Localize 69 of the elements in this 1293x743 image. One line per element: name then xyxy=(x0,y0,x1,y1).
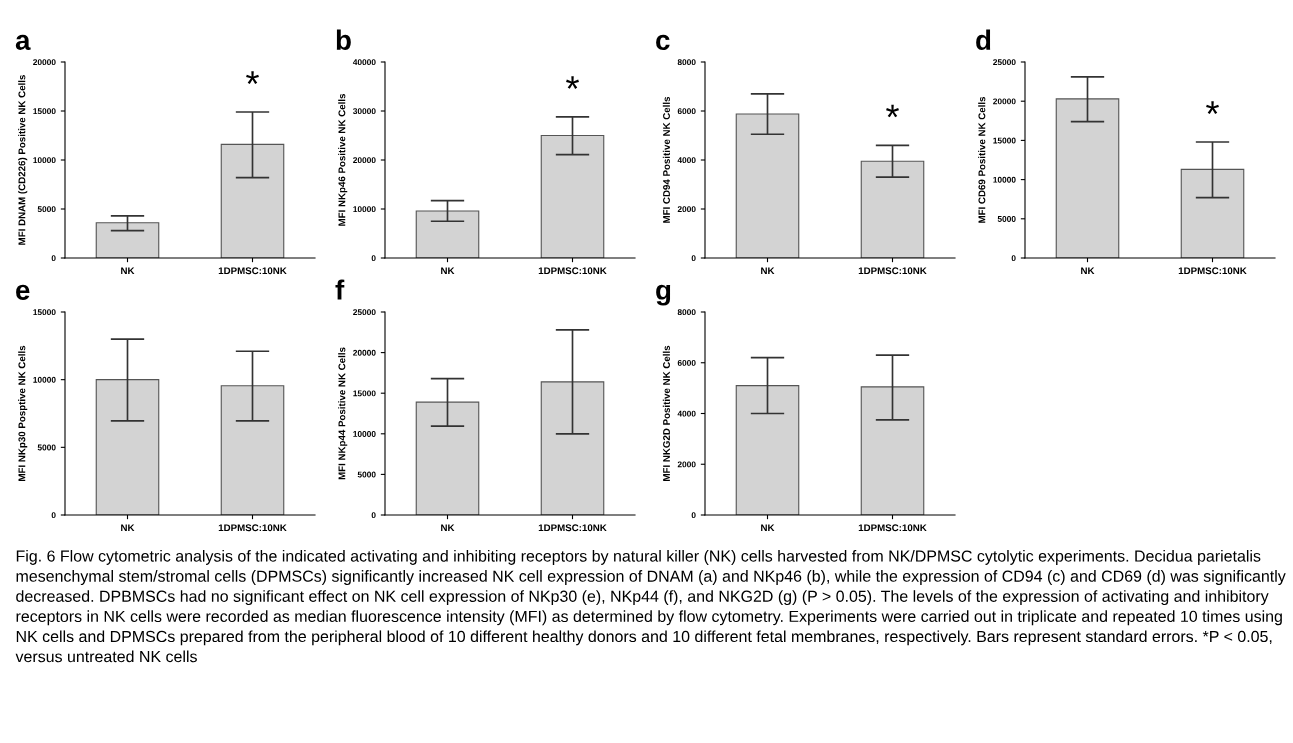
y-axis-title: MFI CD94 Positive NK Cells xyxy=(662,96,670,223)
y-tick-label: 8000 xyxy=(677,309,696,316)
annotation: * xyxy=(246,71,259,84)
chart-title: a xyxy=(15,34,31,51)
y-tick-label: 6000 xyxy=(677,359,696,366)
y-axis-title: MFI NKp46 Positive NK Cells xyxy=(338,93,348,226)
y-tick-label: 5000 xyxy=(357,471,376,478)
y-tick-label: 5000 xyxy=(37,206,56,213)
y-tick-label: 0 xyxy=(691,255,696,262)
x-tick-label: NK xyxy=(441,267,455,275)
chart-title: g xyxy=(656,284,671,306)
y-tick-label: 5000 xyxy=(997,216,1016,222)
y-tick-label: 4000 xyxy=(677,157,696,164)
y-axis-title: MFI CD69 Positive NK Cells xyxy=(978,96,986,223)
y-axis-title: MFI NKp30 Posptive NK Cells xyxy=(18,345,28,481)
chart-title: c xyxy=(656,34,670,51)
x-tick-label: 1DPMSC:10NK xyxy=(858,524,927,532)
y-tick-label: 6000 xyxy=(677,108,696,115)
y-tick-label: 25000 xyxy=(353,309,376,316)
y-tick-label: 10000 xyxy=(33,376,56,383)
y-tick-label: 10000 xyxy=(353,431,376,437)
chart-title: d xyxy=(976,29,991,51)
y-tick-label: 0 xyxy=(51,255,56,262)
y-tick-label: 40000 xyxy=(352,59,376,66)
x-tick-label: NK xyxy=(1081,267,1095,275)
y-tick-label: 2000 xyxy=(677,206,696,213)
y-tick-label: 2000 xyxy=(677,461,696,468)
y-tick-label: 20000 xyxy=(33,59,56,66)
y-tick-label: 0 xyxy=(371,255,376,262)
y-tick-label: 10000 xyxy=(993,176,1016,183)
x-tick-label: 1DPMSC:10NK xyxy=(538,524,607,532)
x-tick-label: NK xyxy=(761,267,775,275)
x-tick-label: 1DPMSC:10NK xyxy=(858,267,927,275)
annotation: * xyxy=(1206,101,1219,114)
y-tick-label: 25000 xyxy=(993,59,1016,66)
y-tick-label: 20000 xyxy=(993,98,1016,105)
chart-title: f xyxy=(335,279,345,300)
x-tick-label: NK xyxy=(761,524,775,532)
chart-title: b xyxy=(336,29,351,51)
y-tick-label: 15000 xyxy=(33,108,56,115)
y-tick-label: 0 xyxy=(691,512,696,519)
x-tick-label: NK xyxy=(121,524,135,532)
chart-title: e xyxy=(16,284,30,300)
y-tick-label: 5000 xyxy=(37,444,56,451)
annotation: * xyxy=(566,76,579,89)
y-tick-label: 0 xyxy=(371,512,376,519)
y-tick-label: 30000 xyxy=(352,108,376,115)
y-axis-title: MFI NKp44 Positive NK Cells xyxy=(338,347,348,480)
y-tick-label: 0 xyxy=(1011,255,1016,262)
y-tick-label: 8000 xyxy=(677,59,696,66)
y-tick-label: 15000 xyxy=(993,137,1016,144)
x-tick-label: NK xyxy=(441,524,455,532)
x-tick-label: 1DPMSC:10NK xyxy=(218,524,287,532)
y-tick-label: 15000 xyxy=(33,309,56,316)
x-tick-label: 1DPMSC:10NK xyxy=(218,267,287,275)
y-tick-label: 20000 xyxy=(353,157,376,164)
y-tick-label: 10000 xyxy=(33,157,56,164)
y-tick-label: 15000 xyxy=(353,390,376,397)
y-tick-label: 4000 xyxy=(677,410,696,417)
x-tick-label: 1DPMSC:10NK xyxy=(538,267,607,275)
y-tick-label: 20000 xyxy=(353,349,376,356)
y-axis-title: MFI DNAM (CD226) Positive NK Cells xyxy=(18,75,28,245)
x-tick-label: NK xyxy=(121,267,135,275)
y-tick-label: 0 xyxy=(51,512,56,519)
caption: Fig. 6 Flow cytometric analysis of the indicated activating and inhibiting receptors by natural killer (NK) cells harvested from NK/DPMSC cytolytic experiments. Decidua parietalis mesenchymal stem/stromal cells (DPMSCs) significantly increased NK cell expression of DNAM (a) and NKp46 (b), while the expression of CD94 (c) and CD69 (d) was significantly decreased. DPBMSCs had no significant effect on NK cell expression of NKp30 (e), NKp44 (f), and NKG2D (g) (P > 0.05). The levels of the expression of activating and inhibitory receptors in NK cells were recorded as median fluorescence intensity (MFI) as determined by flow cytometry. Experiments were carried out in triplicate and repeated 10 times using NK cells and DPMSCs prepared from the peripheral blood of 10 different healthy donors and 10 different fetal membranes, respectively. Bars represent standard errors. *P < 0.05, versus untreated NK cells xyxy=(15,550,1286,663)
x-tick-label: 1DPMSC:10NK xyxy=(1178,267,1247,275)
annotation: * xyxy=(886,104,899,118)
y-axis-title: MFI NKG2D Positive NK Cells xyxy=(662,345,670,481)
y-tick-label: 10000 xyxy=(353,206,376,213)
